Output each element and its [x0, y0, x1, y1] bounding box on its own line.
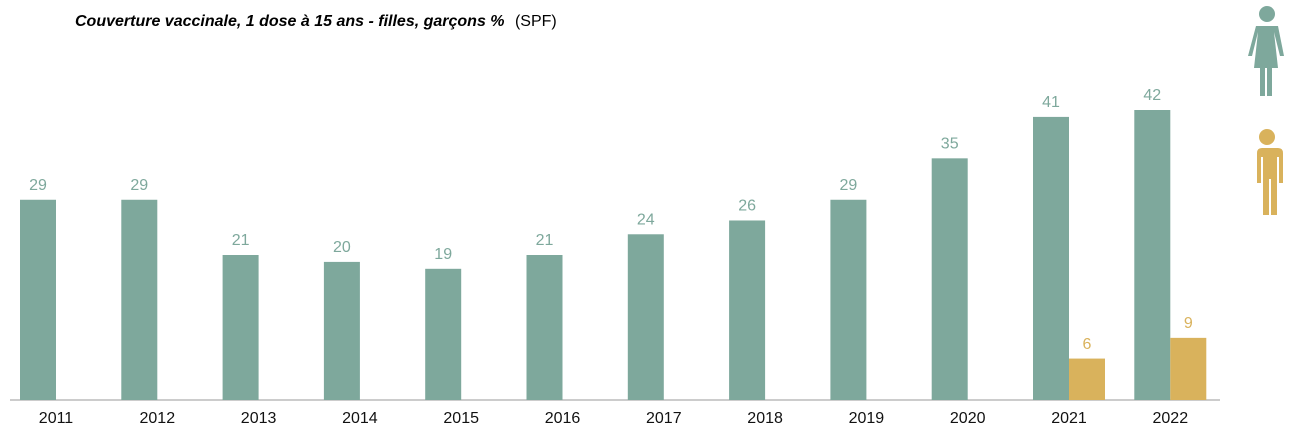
x-tick-label: 2013: [241, 410, 277, 427]
x-tick-label: 2019: [849, 410, 885, 427]
value-label: 21: [536, 232, 554, 249]
x-tick-label: 2021: [1051, 410, 1087, 427]
bar: [830, 199, 867, 400]
value-label: 35: [941, 136, 959, 153]
x-tick-label: 2017: [646, 410, 682, 427]
bar: [222, 255, 259, 400]
x-tick-label: 2011: [39, 410, 74, 427]
bar: [1170, 337, 1207, 400]
legend-icon-female: [1248, 6, 1284, 96]
bar: [20, 199, 56, 400]
bar: [425, 268, 462, 400]
value-label: 9: [1184, 315, 1193, 332]
chart-source: (SPF): [515, 13, 557, 30]
x-tick-label: 2015: [443, 410, 479, 427]
value-label: 6: [1083, 336, 1092, 353]
value-label: 26: [738, 198, 756, 215]
bar: [729, 220, 766, 400]
chart-title: Couverture vaccinale, 1 dose à 15 ans - …: [75, 13, 505, 30]
bar: [1069, 358, 1105, 400]
x-tick-label: 2020: [950, 410, 986, 427]
x-tick-label: 2012: [140, 410, 176, 427]
value-label: 19: [434, 246, 452, 263]
value-label: 42: [1143, 87, 1161, 104]
value-label: 21: [232, 232, 250, 249]
bar: [526, 255, 563, 400]
value-label: 29: [840, 177, 858, 194]
bar: [121, 199, 158, 400]
value-label: 24: [637, 212, 655, 229]
x-tick-label: 2014: [342, 410, 378, 427]
x-tick-label: 2016: [545, 410, 581, 427]
value-label: 20: [333, 239, 351, 256]
bar: [627, 234, 664, 400]
value-label: 41: [1042, 94, 1060, 111]
legend-icon-male: [1256, 129, 1283, 215]
chart-title-group: Couverture vaccinale, 1 dose à 15 ans - …: [75, 13, 557, 30]
value-label: 29: [130, 177, 148, 194]
bar: [1134, 110, 1171, 400]
x-tick-label: 2018: [747, 410, 783, 427]
bar: [931, 158, 968, 400]
x-tick-label: 2022: [1153, 410, 1189, 427]
value-label: 29: [29, 177, 47, 194]
bar: [323, 261, 360, 400]
bar: [1033, 116, 1069, 401]
